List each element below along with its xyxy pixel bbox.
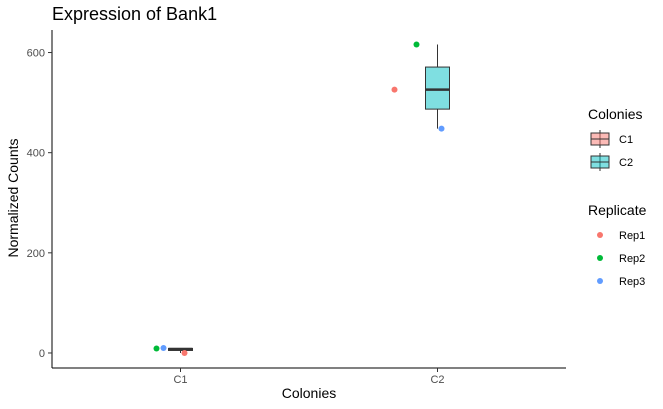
legend-label-rep1: Rep1 — [619, 230, 645, 242]
legend-label-c1: C1 — [619, 134, 633, 146]
point-c2-rep1 — [391, 86, 398, 93]
legend-label-rep3: Rep3 — [619, 276, 645, 288]
x-tick-label: C2 — [430, 374, 444, 386]
y-tick-label: 0 — [39, 348, 45, 360]
legend-key-point — [597, 278, 603, 284]
point-c1-rep3 — [160, 344, 167, 351]
boxes — [168, 44, 450, 353]
y-tick-label: 600 — [27, 48, 45, 60]
x-axis-title: Colonies — [282, 385, 336, 401]
point-c1-rep2 — [153, 345, 160, 352]
point-c2-rep2 — [413, 41, 420, 48]
point-c1-rep1 — [181, 349, 188, 356]
y-tick-label: 200 — [27, 248, 45, 260]
y-axis: 0 200 400 600 — [27, 30, 53, 368]
y-tick-label: 400 — [27, 148, 45, 160]
point-c2-rep3 — [438, 125, 445, 132]
x-axis: C1 C2 — [52, 367, 566, 386]
legend-label-c2: C2 — [619, 157, 633, 169]
box-c2 — [425, 66, 450, 110]
legend-label-rep2: Rep2 — [619, 253, 645, 265]
x-tick-label: C1 — [173, 374, 187, 386]
legend-title-colonies: Colonies — [588, 106, 642, 122]
y-axis-title: Normalized Counts — [5, 138, 21, 257]
legend-title-replicate: Replicate — [588, 202, 647, 218]
legend-key-point — [597, 232, 603, 238]
legend: Colonies C1 C2 Replicate Rep1 Rep2 Rep3 — [588, 106, 647, 288]
legend-key-point — [597, 255, 603, 261]
data-points — [153, 41, 445, 356]
chart-title: Expression of Bank1 — [52, 4, 218, 24]
